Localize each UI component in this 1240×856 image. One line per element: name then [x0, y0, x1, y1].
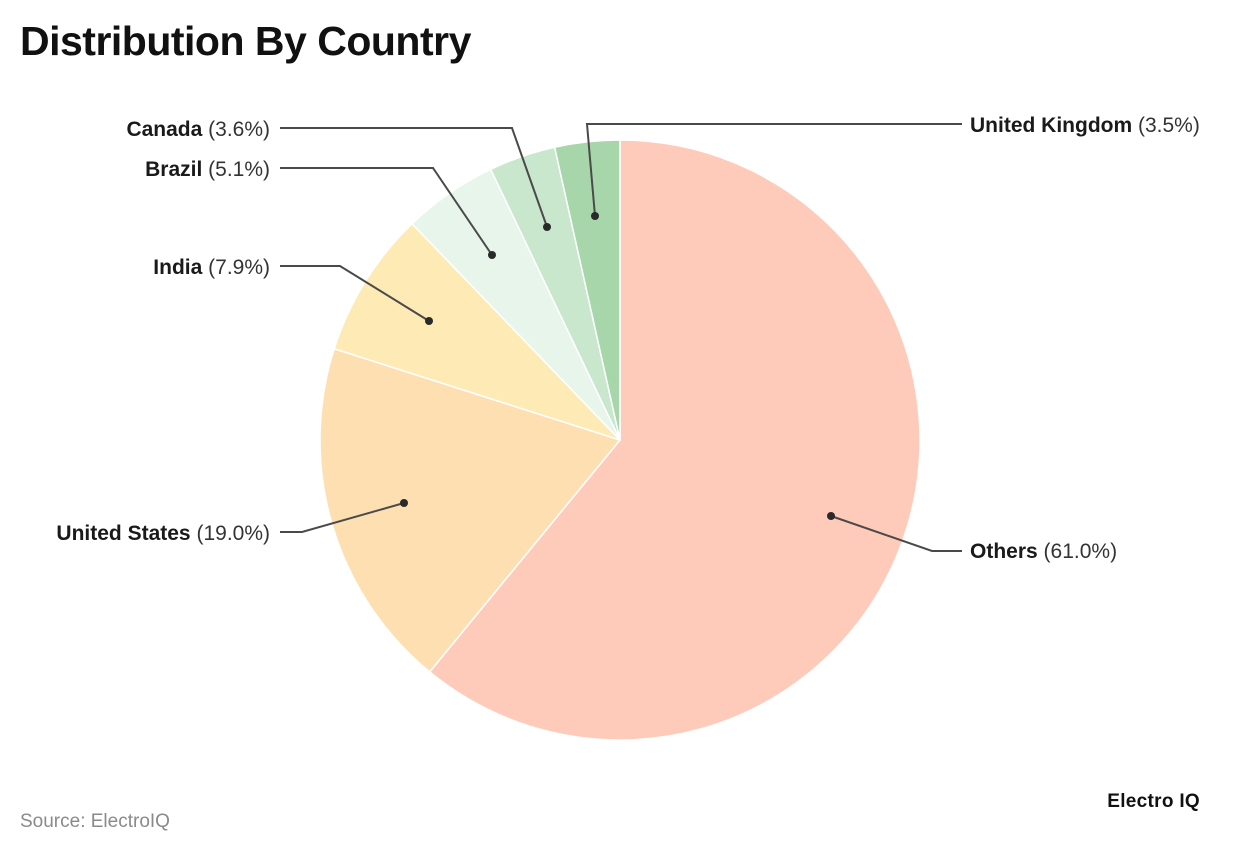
pie-slices	[319, 139, 921, 741]
brand-logo: Electro IQ	[1107, 791, 1200, 812]
leader-line-united-kingdom	[585, 123, 962, 217]
leader-line-others	[830, 515, 962, 552]
dot-canada	[543, 223, 551, 231]
leader-line-brazil	[280, 167, 493, 256]
label-others: Others (61.0%)	[970, 540, 1117, 563]
label-canada: Canada (3.6%)	[126, 118, 270, 141]
label-brazil: Brazil (5.1%)	[145, 158, 270, 181]
pie-slice-united-states	[319, 347, 621, 673]
leader-lines	[280, 123, 962, 552]
leader-line-india	[280, 265, 430, 322]
dot-united-states	[400, 499, 408, 507]
chart-title: Distribution By Country	[20, 18, 471, 64]
leader-line-united-states	[280, 502, 405, 533]
dot-united-kingdom	[591, 212, 599, 220]
dot-others	[827, 512, 835, 520]
slice-labels: Others (61.0%) United States (19.0%) Ind…	[56, 114, 1199, 563]
leader-dots	[400, 212, 835, 520]
label-india: India (7.9%)	[153, 256, 270, 279]
dot-brazil	[488, 251, 496, 259]
dot-india	[425, 317, 433, 325]
pie-slice-united-kingdom	[553, 139, 621, 441]
label-united-kingdom: United Kingdom (3.5%)	[970, 114, 1200, 137]
leader-line-canada	[280, 127, 548, 228]
label-united-states: United States (19.0%)	[56, 522, 270, 545]
source-note: Source: ElectroIQ	[20, 811, 170, 832]
